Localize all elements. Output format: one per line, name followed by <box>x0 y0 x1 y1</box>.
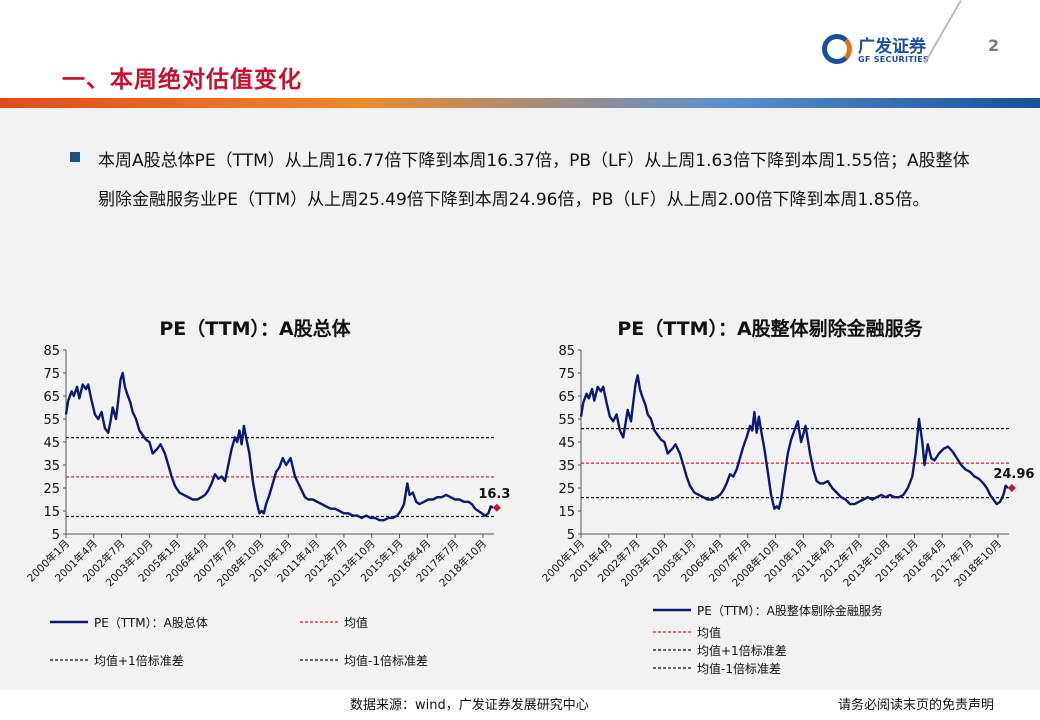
y-tick-label: 75 <box>43 367 60 382</box>
end-marker <box>1007 484 1016 492</box>
chart-pe-ex-financial: 515253545556575852000年1月2001年4月2002年7月20… <box>539 344 1034 676</box>
bullet-square-icon <box>70 152 80 162</box>
y-tick-label: 65 <box>558 390 575 405</box>
series-line <box>579 374 1009 510</box>
y-tick-label: 55 <box>43 413 60 428</box>
y-tick-label: 25 <box>558 482 575 497</box>
slide-title: 一、本周绝对估值变化 <box>62 67 302 93</box>
y-tick-label: 35 <box>558 459 575 474</box>
footer-disclaimer: 请务必阅读末页的免责声明 <box>838 698 995 713</box>
legend-label: 均值+1倍标准差 <box>697 643 787 658</box>
page-number: 2 <box>988 36 1000 55</box>
legend-label: 均值 <box>697 625 721 640</box>
y-tick-label: 15 <box>43 505 60 520</box>
y-tick-label: 85 <box>43 344 60 359</box>
y-tick-label: 65 <box>43 390 60 405</box>
header-stripe <box>0 98 1040 108</box>
chart-title-left: PE（TTM）：A股总体 <box>159 318 351 340</box>
end-value-label: 16.37 <box>478 487 510 502</box>
header: 一、本周绝对估值变化 广发证券 GF SECURITIES 2 <box>0 0 1040 100</box>
legend-label: 均值+1倍标准差 <box>94 653 184 668</box>
y-tick-label: 5 <box>52 528 60 543</box>
summary-paragraph: 本周A股总体PE（TTM）从上周16.77倍下降到本周16.37倍，PB（LF）… <box>98 151 970 210</box>
y-tick-label: 55 <box>558 413 575 428</box>
plot-area <box>581 350 1009 534</box>
legend-label: 均值 <box>344 615 368 630</box>
y-tick-label: 5 <box>567 528 575 543</box>
end-marker <box>492 503 501 512</box>
end-value-label: 24.96 <box>993 467 1034 482</box>
logo-chinese: 广发证券 <box>858 37 926 57</box>
series-line <box>64 371 494 522</box>
y-tick-label: 45 <box>43 436 60 451</box>
y-tick-label: 25 <box>43 482 60 497</box>
y-tick-label: 35 <box>43 459 60 474</box>
content-area <box>0 108 1040 690</box>
legend-label: 均值-1倍标准差 <box>344 653 428 668</box>
y-tick-label: 75 <box>558 367 575 382</box>
chart-title-right: PE（TTM）：A股整体剔除金融服务 <box>617 318 923 340</box>
footer-source: 数据来源：wind，广发证券发展研究中心 <box>350 698 589 713</box>
logo-mark-icon <box>822 34 852 64</box>
y-tick-label: 45 <box>558 436 575 451</box>
chart-pe-total: 515253545556575852000年1月2001年4月2002年7月20… <box>24 344 510 668</box>
legend-label: PE（TTM）：A股总体 <box>94 616 208 630</box>
plot-area <box>66 350 494 534</box>
y-tick-label: 15 <box>558 505 575 520</box>
y-tick-label: 85 <box>558 344 575 359</box>
logo-english: GF SECURITIES <box>858 55 930 64</box>
company-logo: 广发证券 GF SECURITIES <box>822 32 952 72</box>
legend-label: PE（TTM）：A股整体剔除金融服务 <box>697 603 883 618</box>
legend-label: 均值-1倍标准差 <box>697 661 781 676</box>
